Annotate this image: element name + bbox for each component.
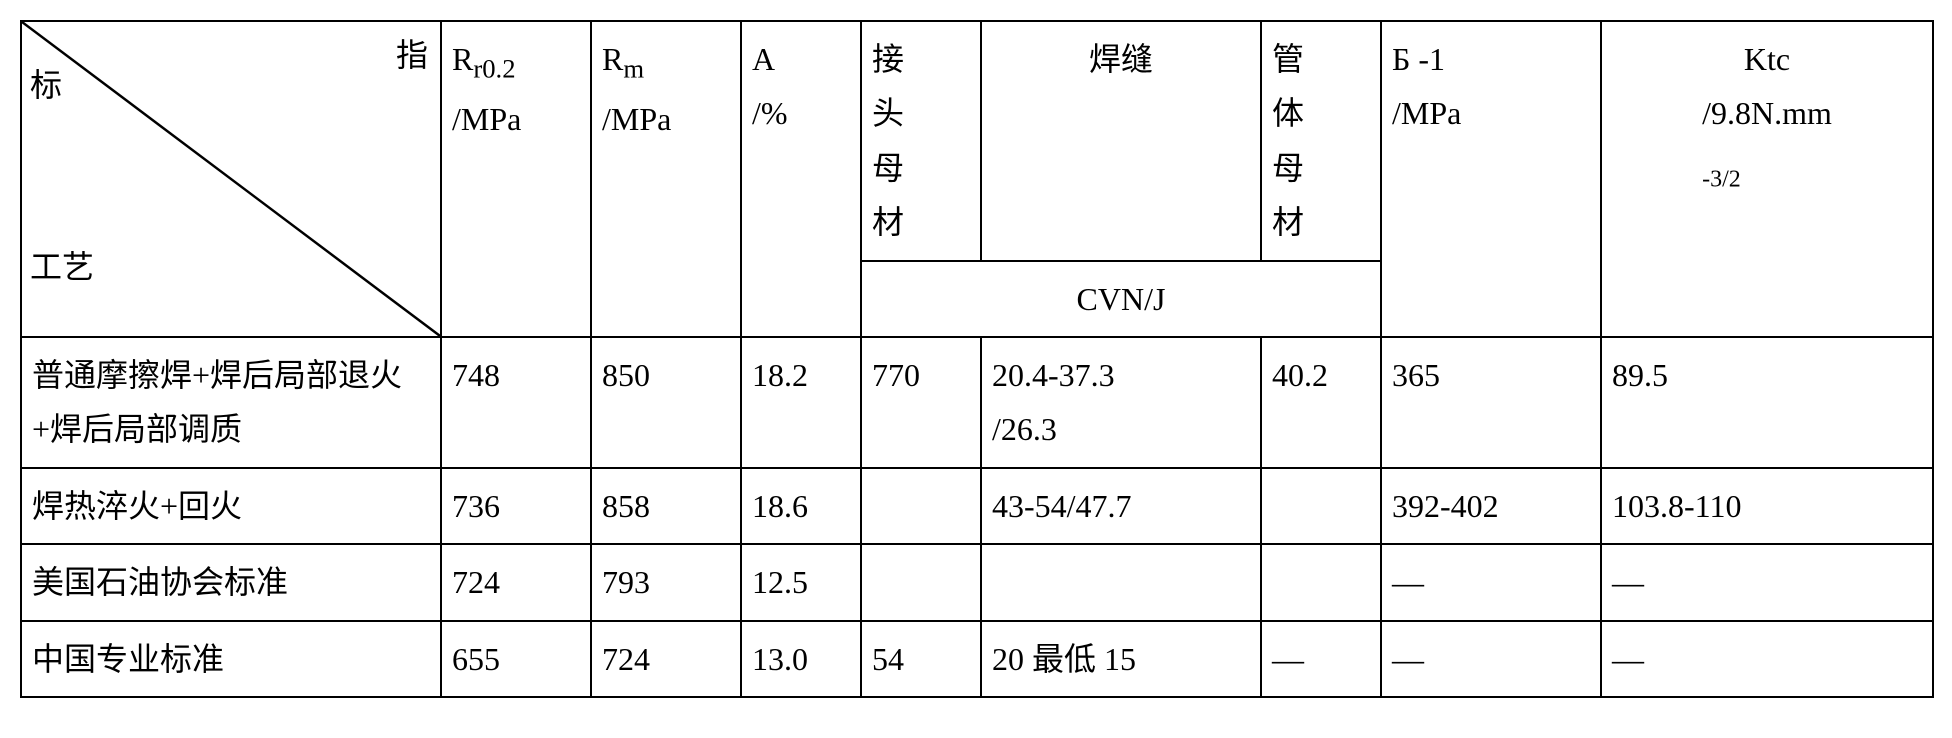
col-header-rr02: Rr0.2 /MPa bbox=[441, 21, 591, 337]
cell-rm: 850 bbox=[591, 337, 741, 468]
cell-rr02: 736 bbox=[441, 468, 591, 544]
cell-jietou bbox=[861, 468, 981, 544]
cell-ktc: 89.5 bbox=[1601, 337, 1933, 468]
cell-b1: 365 bbox=[1381, 337, 1601, 468]
cell-b1: — bbox=[1381, 621, 1601, 697]
cell-rr02: 655 bbox=[441, 621, 591, 697]
cell-ktc: — bbox=[1601, 621, 1933, 697]
col-header-jietou: 接 头 母 材 bbox=[861, 21, 981, 261]
cell-hanfeng: 20.4-37.3 /26.3 bbox=[981, 337, 1261, 468]
table-row: 中国专业标准 655 724 13.0 54 20 最低 15 — — — bbox=[21, 621, 1933, 697]
diag-label-bot: 工艺 bbox=[30, 240, 94, 294]
cell-b1: — bbox=[1381, 544, 1601, 620]
cell-a: 18.6 bbox=[741, 468, 861, 544]
cell-rm: 793 bbox=[591, 544, 741, 620]
cell-jietou: 54 bbox=[861, 621, 981, 697]
cell-guanti: — bbox=[1261, 621, 1381, 697]
table-row: 美国石油协会标准 724 793 12.5 — — bbox=[21, 544, 1933, 620]
cell-rm: 724 bbox=[591, 621, 741, 697]
row-label: 美国石油协会标准 bbox=[21, 544, 441, 620]
data-table: 指 标 工艺 Rr0.2 /MPa Rm /MPa A /% 接 头 母 材 焊… bbox=[20, 20, 1934, 698]
cell-a: 13.0 bbox=[741, 621, 861, 697]
col-header-hanfeng: 焊缝 bbox=[981, 21, 1261, 261]
col-header-a: A /% bbox=[741, 21, 861, 337]
cell-a: 18.2 bbox=[741, 337, 861, 468]
row-label: 普通摩擦焊+焊后局部退火 +焊后局部调质 bbox=[21, 337, 441, 468]
row-label: 中国专业标准 bbox=[21, 621, 441, 697]
cell-rr02: 748 bbox=[441, 337, 591, 468]
cell-hanfeng: 20 最低 15 bbox=[981, 621, 1261, 697]
col-header-ktc: Ktc /9.8N.mm -3/2 bbox=[1601, 21, 1933, 337]
cvn-group-header: CVN/J bbox=[861, 261, 1381, 337]
cell-ktc: 103.8-110 bbox=[1601, 468, 1933, 544]
cell-ktc: — bbox=[1601, 544, 1933, 620]
cell-hanfeng: 43-54/47.7 bbox=[981, 468, 1261, 544]
col-header-guanti: 管 体 母 材 bbox=[1261, 21, 1381, 261]
cell-guanti bbox=[1261, 544, 1381, 620]
table-row: 普通摩擦焊+焊后局部退火 +焊后局部调质 748 850 18.2 770 20… bbox=[21, 337, 1933, 468]
col-header-rm: Rm /MPa bbox=[591, 21, 741, 337]
row-label: 焊热淬火+回火 bbox=[21, 468, 441, 544]
cell-jietou: 770 bbox=[861, 337, 981, 468]
table-row: 焊热淬火+回火 736 858 18.6 43-54/47.7 392-402 … bbox=[21, 468, 1933, 544]
cell-a: 12.5 bbox=[741, 544, 861, 620]
cell-rm: 858 bbox=[591, 468, 741, 544]
cell-rr02: 724 bbox=[441, 544, 591, 620]
cell-jietou bbox=[861, 544, 981, 620]
diag-label-top: 指 bbox=[396, 28, 428, 82]
diagonal-header-cell: 指 标 工艺 bbox=[21, 21, 441, 337]
header-row-1: 指 标 工艺 Rr0.2 /MPa Rm /MPa A /% 接 头 母 材 焊… bbox=[21, 21, 1933, 261]
cell-guanti bbox=[1261, 468, 1381, 544]
diag-label-mid: 标 bbox=[30, 58, 62, 112]
col-header-b1: Б -1 /MPa bbox=[1381, 21, 1601, 337]
cell-hanfeng bbox=[981, 544, 1261, 620]
cell-b1: 392-402 bbox=[1381, 468, 1601, 544]
cell-guanti: 40.2 bbox=[1261, 337, 1381, 468]
